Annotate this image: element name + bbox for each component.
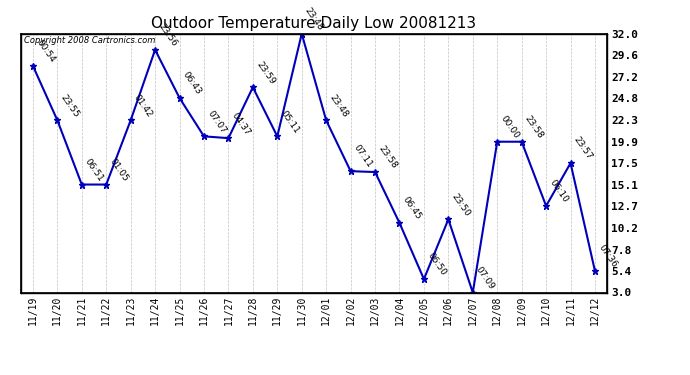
Text: 23:50: 23:50 xyxy=(450,192,472,218)
Text: 04:37: 04:37 xyxy=(230,111,252,137)
Text: 23:48: 23:48 xyxy=(303,6,325,32)
Text: 01:42: 01:42 xyxy=(132,93,154,119)
Text: 06:50: 06:50 xyxy=(425,251,448,278)
Text: 23:48: 23:48 xyxy=(328,93,350,119)
Text: 07:07: 07:07 xyxy=(206,109,228,135)
Text: 07:11: 07:11 xyxy=(352,143,374,170)
Text: 23:56: 23:56 xyxy=(157,22,179,48)
Text: 00:00: 00:00 xyxy=(499,114,521,140)
Text: 23:58: 23:58 xyxy=(377,144,399,171)
Text: 01:05: 01:05 xyxy=(108,157,130,183)
Text: 06:45: 06:45 xyxy=(401,195,423,222)
Text: 07:36: 07:36 xyxy=(596,243,618,270)
Text: 23:59: 23:59 xyxy=(254,60,277,86)
Title: Outdoor Temperature Daily Low 20081213: Outdoor Temperature Daily Low 20081213 xyxy=(151,16,477,31)
Text: 23:58: 23:58 xyxy=(523,114,545,140)
Text: 06:51: 06:51 xyxy=(83,157,106,183)
Text: 07:09: 07:09 xyxy=(474,265,496,291)
Text: Copyright 2008 Cartronics.com: Copyright 2008 Cartronics.com xyxy=(23,36,155,45)
Text: 23:57: 23:57 xyxy=(572,135,594,162)
Text: 05:11: 05:11 xyxy=(279,109,301,135)
Text: 00:54: 00:54 xyxy=(34,38,57,64)
Text: 23:55: 23:55 xyxy=(59,93,81,119)
Text: 06:10: 06:10 xyxy=(547,178,570,205)
Text: 06:43: 06:43 xyxy=(181,70,203,97)
